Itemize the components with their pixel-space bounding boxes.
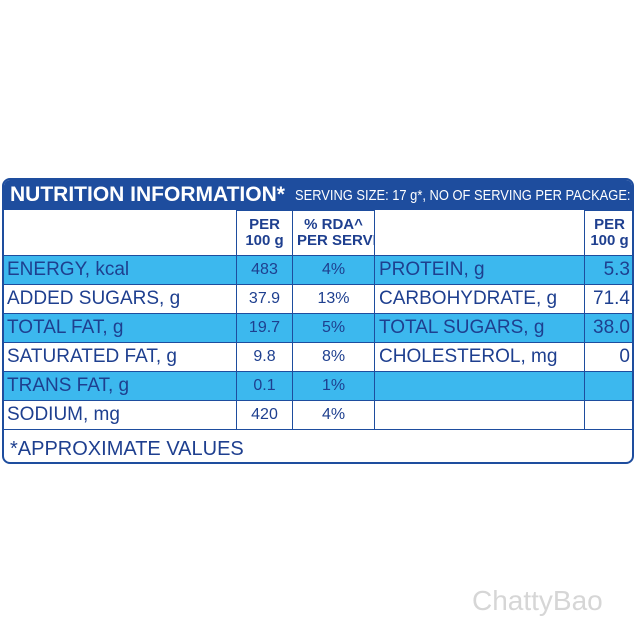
cell: 0.1 <box>236 371 293 401</box>
column-header-line: PER SERVE <box>297 232 375 249</box>
column-header: PER 100 g <box>236 210 293 256</box>
cell: ADDED SUGARS, g <box>4 284 237 314</box>
serving-info: SERVING SIZE: 17 g*, NO OF SERVING PER P… <box>294 186 634 204</box>
nutrient-row: SATURATED FAT, g 9.8 8% CHOLESTEROL, mg 0 <box>4 342 632 372</box>
cell: 0 <box>584 342 632 372</box>
cell: 483 <box>236 255 293 285</box>
cell: CHOLESTEROL, mg <box>374 342 585 372</box>
cell <box>584 400 632 430</box>
cell: 13% <box>292 284 375 314</box>
nutrient-row: SODIUM, mg 420 4% <box>4 400 632 430</box>
title: NUTRITION INFORMATION* <box>10 183 285 206</box>
column-header: % RDA^ PER SERVE <box>292 210 375 256</box>
cell: 71.4 <box>584 284 632 314</box>
cell: 37.9 <box>236 284 293 314</box>
cell: TOTAL FAT, g <box>4 313 237 343</box>
cell: CARBOHYDRATE, g <box>374 284 585 314</box>
cell: 8% <box>292 342 375 372</box>
cell: 19.7 <box>236 313 293 343</box>
header-row: PER 100 g% RDA^ PER SERVE PER 100 g <box>4 210 632 256</box>
column-header-line: 100 g <box>590 232 629 249</box>
nutrition-table: PER 100 g% RDA^ PER SERVE PER 100 g ENERGY, k… <box>4 210 632 430</box>
nutrient-row: ADDED SUGARS, g 37.9 13% CARBOHYDRATE, g 71.… <box>4 284 632 314</box>
cell: SODIUM, mg <box>4 400 237 430</box>
cell: 420 <box>236 400 293 430</box>
header-bar: NUTRITION INFORMATION* SERVING SIZE: 17 … <box>4 180 632 210</box>
nutrient-row: TOTAL FAT, g 19.7 5% TOTAL SUGARS, g 38.0 <box>4 313 632 343</box>
nutrient-row: TRANS FAT, g 0.1 1% <box>4 371 632 401</box>
cell: 5.3 <box>584 255 632 285</box>
cell <box>584 371 632 401</box>
cell <box>374 210 585 256</box>
column-header-line: % RDA^ <box>304 216 363 233</box>
cell <box>374 371 585 401</box>
footnote: *APPROXIMATE VALUES <box>10 438 244 460</box>
column-header-line: PER <box>594 216 625 233</box>
column-header-line: 100 g <box>245 232 284 249</box>
cell: TOTAL SUGARS, g <box>374 313 585 343</box>
nutrient-row: ENERGY, kcal 483 4% PROTEIN, g 5.3 <box>4 255 632 285</box>
cell: 4% <box>292 400 375 430</box>
cell: SATURATED FAT, g <box>4 342 237 372</box>
cell <box>374 400 585 430</box>
cell: 5% <box>292 313 375 343</box>
nutrition-label: NUTRITION INFORMATION* SERVING SIZE: 17 … <box>2 178 634 464</box>
watermark: ChattyBao <box>472 585 603 616</box>
cell: 38.0 <box>584 313 632 343</box>
column-header-line: PER <box>249 216 280 233</box>
cell <box>4 210 237 256</box>
column-header: PER 100 g <box>584 210 632 256</box>
cell: TRANS FAT, g <box>4 371 237 401</box>
cell: 1% <box>292 371 375 401</box>
cell: ENERGY, kcal <box>4 255 237 285</box>
cell: 9.8 <box>236 342 293 372</box>
cell: 4% <box>292 255 375 285</box>
cell: PROTEIN, g <box>374 255 585 285</box>
